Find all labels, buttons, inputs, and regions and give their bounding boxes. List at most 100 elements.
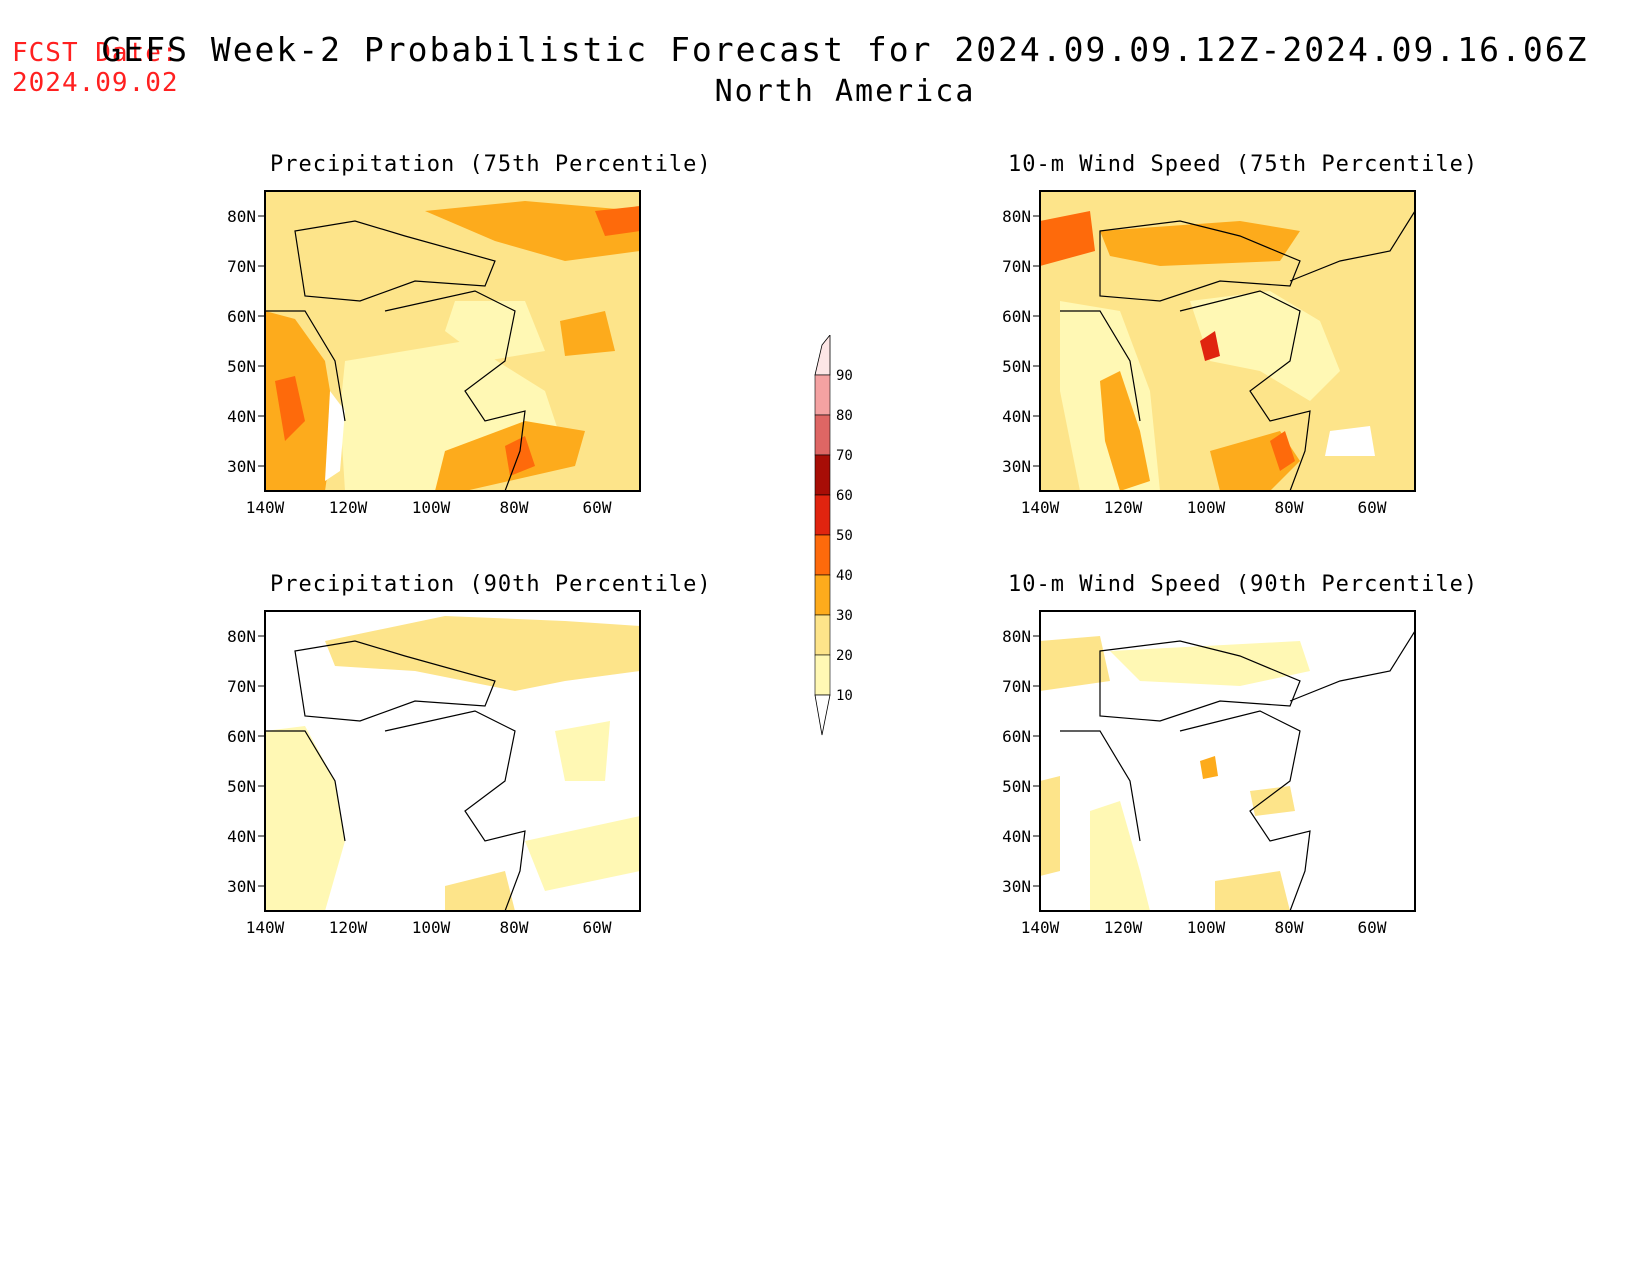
panel-title-precip75: Precipitation (75th Percentile)	[270, 152, 712, 177]
lat-tick-40: 40N	[227, 827, 265, 846]
shade-gulf-core	[505, 436, 535, 476]
lon-label-140w: 140W	[246, 918, 285, 935]
lon-label-80w: 80W	[500, 918, 529, 935]
shade-arctic-islands	[1100, 221, 1300, 266]
shade-florida-core	[1270, 431, 1295, 471]
lat-tick-70: 70N	[1002, 677, 1040, 696]
lon-label-80w: 80W	[1275, 498, 1304, 515]
map-wind-75: 80N 70N 60N 50N 40N 30N 140W 120W 100W 8…	[1002, 190, 1416, 515]
shade-plains-core	[1200, 331, 1220, 361]
colorbar-swatch-20	[814, 614, 831, 656]
lat-tick-80: 80N	[227, 207, 265, 226]
lon-label-100w: 100W	[412, 498, 451, 515]
lat-label-70: 70N	[227, 677, 256, 696]
lat-tick-70: 70N	[227, 677, 265, 696]
shade-arctic	[425, 201, 640, 261]
lon-label-120w: 120W	[1104, 498, 1143, 515]
lat-label-30: 30N	[1002, 457, 1031, 476]
lat-label-50: 50N	[1002, 777, 1031, 796]
region-subtitle: North America	[714, 74, 976, 109]
lon-label-80w: 80W	[1275, 918, 1304, 935]
panel-title-wind90: 10-m Wind Speed (90th Percentile)	[1008, 572, 1479, 597]
lon-axis: 140W 120W 100W 80W 60W	[1021, 918, 1387, 935]
colorbar-label-90: 90	[836, 368, 853, 384]
lon-label-140w: 140W	[246, 498, 285, 515]
map-frame	[1039, 190, 1416, 492]
fcst-date-heading: FCST Date:	[12, 38, 179, 68]
lat-tick-60: 60N	[1002, 307, 1040, 326]
coastline	[265, 220, 526, 492]
shade-plains-core	[1200, 756, 1218, 779]
lat-tick-60: 60N	[227, 307, 265, 326]
lon-label-100w: 100W	[1187, 498, 1226, 515]
lat-label-80: 80N	[1002, 207, 1031, 226]
shade-arctic	[325, 616, 640, 691]
shade-pacific-core	[275, 376, 305, 441]
lat-label-70: 70N	[1002, 677, 1031, 696]
lon-label-100w: 100W	[1187, 918, 1226, 935]
colorbar: 90 80 70 60 50 40 30 20 10	[814, 335, 853, 736]
shade-gulf	[445, 871, 515, 911]
colorbar-label-10: 10	[836, 688, 853, 704]
lon-label-100w: 100W	[412, 918, 451, 935]
lat-tick-70: 70N	[227, 257, 265, 276]
lat-tick-50: 50N	[1002, 777, 1040, 796]
shade-arctic-west	[1040, 211, 1095, 266]
lat-tick-40: 40N	[1002, 407, 1040, 426]
coastline	[1060, 210, 1416, 492]
lat-label-70: 70N	[1002, 257, 1031, 276]
coastline	[1060, 630, 1416, 912]
colorbar-swatch-10	[814, 654, 831, 696]
shade-quebec	[1190, 291, 1340, 401]
lat-tick-50: 50N	[1002, 357, 1040, 376]
lon-label-120w: 120W	[329, 918, 368, 935]
forecast-date-label: FCST Date: 2024.09.02	[12, 38, 179, 98]
lon-label-60w: 60W	[583, 918, 612, 935]
coastline	[265, 640, 526, 912]
lat-label-60: 60N	[227, 307, 256, 326]
lat-tick-70: 70N	[1002, 257, 1040, 276]
lat-label-30: 30N	[227, 457, 256, 476]
colorbar-label-70: 70	[836, 448, 853, 464]
lon-axis: 140W 120W 100W 80W 60W	[246, 498, 612, 515]
lat-label-80: 80N	[227, 207, 256, 226]
lat-label-80: 80N	[1002, 627, 1031, 646]
shade-labrador	[555, 721, 610, 781]
map-precip-75: 80N 70N 60N 50N 40N 30N 140W 120W 100W 8…	[227, 190, 641, 515]
lon-label-140w: 140W	[1021, 918, 1060, 935]
map-frame	[264, 190, 641, 492]
colorbar-cap-top	[814, 335, 831, 376]
colorbar-swatch-80	[814, 374, 831, 416]
lon-label-60w: 60W	[1358, 498, 1387, 515]
fcst-date-value: 2024.09.02	[12, 68, 179, 98]
colorbar-swatch-40	[814, 534, 831, 576]
shade-california	[1090, 801, 1150, 911]
colorbar-swatch-30	[814, 574, 831, 616]
colorbar-label-40: 40	[836, 568, 853, 584]
lon-label-60w: 60W	[1358, 918, 1387, 935]
panel-title-precip90: Precipitation (90th Percentile)	[270, 572, 712, 597]
lat-tick-60: 60N	[227, 727, 265, 746]
lat-tick-80: 80N	[1002, 207, 1040, 226]
lat-tick-30: 30N	[1002, 457, 1040, 476]
colorbar-swatch-60	[814, 454, 831, 496]
lat-tick-60: 60N	[1002, 727, 1040, 746]
shade-atlantic	[525, 816, 640, 891]
shade-atlantic-gap	[1325, 426, 1375, 456]
lat-label-70: 70N	[227, 257, 256, 276]
map-frame	[264, 610, 641, 912]
lat-tick-40: 40N	[227, 407, 265, 426]
lon-label-140w: 140W	[1021, 498, 1060, 515]
colorbar-swatch-50	[814, 494, 831, 536]
lat-label-40: 40N	[1002, 407, 1031, 426]
lat-tick-50: 50N	[227, 357, 265, 376]
lat-tick-80: 80N	[227, 627, 265, 646]
shade-hudson	[445, 301, 545, 361]
lon-axis: 140W 120W 100W 80W 60W	[246, 918, 612, 935]
shade-arctic-west	[1040, 636, 1110, 691]
lon-label-120w: 120W	[1104, 918, 1143, 935]
shade-lakes	[1250, 786, 1295, 816]
colorbar-label-80: 80	[836, 408, 853, 424]
shade-baja-gap	[325, 391, 345, 481]
colorbar-label-50: 50	[836, 528, 853, 544]
